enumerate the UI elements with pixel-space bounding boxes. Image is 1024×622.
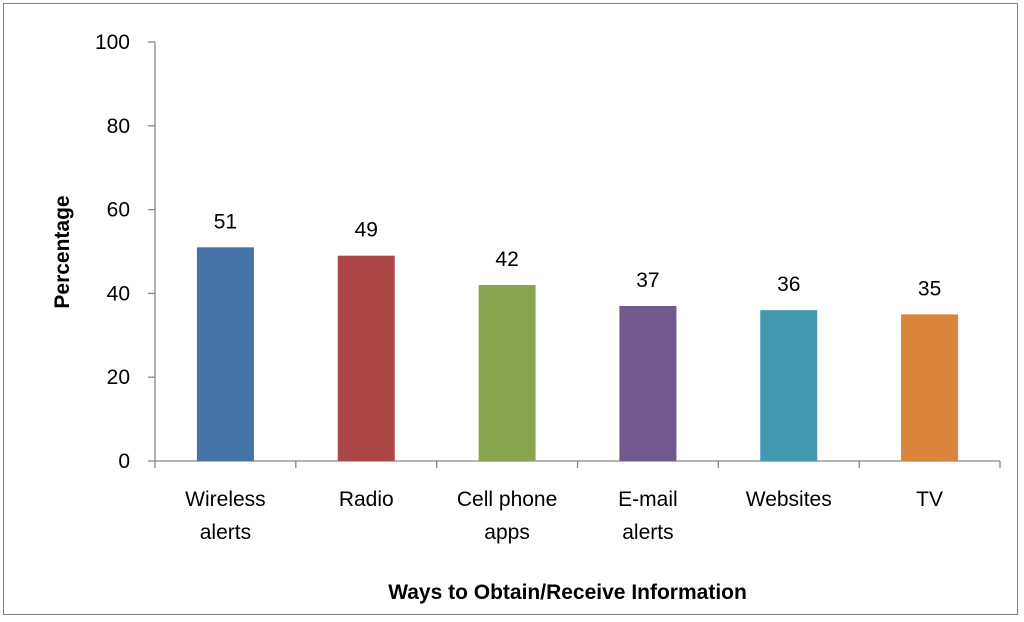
y-tick-label: 0 bbox=[118, 450, 130, 473]
bar bbox=[196, 247, 254, 461]
axes: 0 20 40 60 80 100 bbox=[95, 31, 1001, 473]
x-tick-label: Wireless alerts bbox=[185, 488, 266, 544]
bar bbox=[901, 314, 959, 461]
data-label: 49 bbox=[355, 219, 378, 242]
data-label: 36 bbox=[777, 273, 800, 296]
x-tick-label: Cell phone apps bbox=[457, 488, 557, 544]
bar bbox=[478, 285, 536, 461]
y-tick-label: 60 bbox=[107, 199, 130, 222]
x-tick-label: Websites bbox=[746, 488, 832, 511]
data-label: 42 bbox=[495, 248, 518, 271]
data-label: 51 bbox=[214, 210, 237, 233]
y-tick-label: 100 bbox=[95, 31, 130, 54]
bar bbox=[337, 255, 395, 461]
x-tick-label: Radio bbox=[339, 488, 394, 511]
x-axis-title: Ways to Obtain/Receive Information bbox=[388, 581, 747, 604]
y-tick-label: 20 bbox=[107, 366, 130, 389]
bar bbox=[619, 305, 677, 461]
data-label: 37 bbox=[636, 269, 659, 292]
x-tick-label: TV bbox=[916, 488, 943, 511]
y-axis-title: Percentage bbox=[51, 195, 74, 308]
labels: 51 Wireless alerts 49 Radio 42 Cell phone apps 3… bbox=[185, 210, 943, 544]
bar bbox=[760, 310, 818, 461]
y-tick-label: 80 bbox=[107, 115, 130, 138]
x-tick-label: E-mail alerts bbox=[618, 488, 678, 544]
bars bbox=[196, 247, 959, 461]
data-label: 35 bbox=[918, 277, 941, 300]
y-tick-label: 40 bbox=[107, 282, 130, 305]
